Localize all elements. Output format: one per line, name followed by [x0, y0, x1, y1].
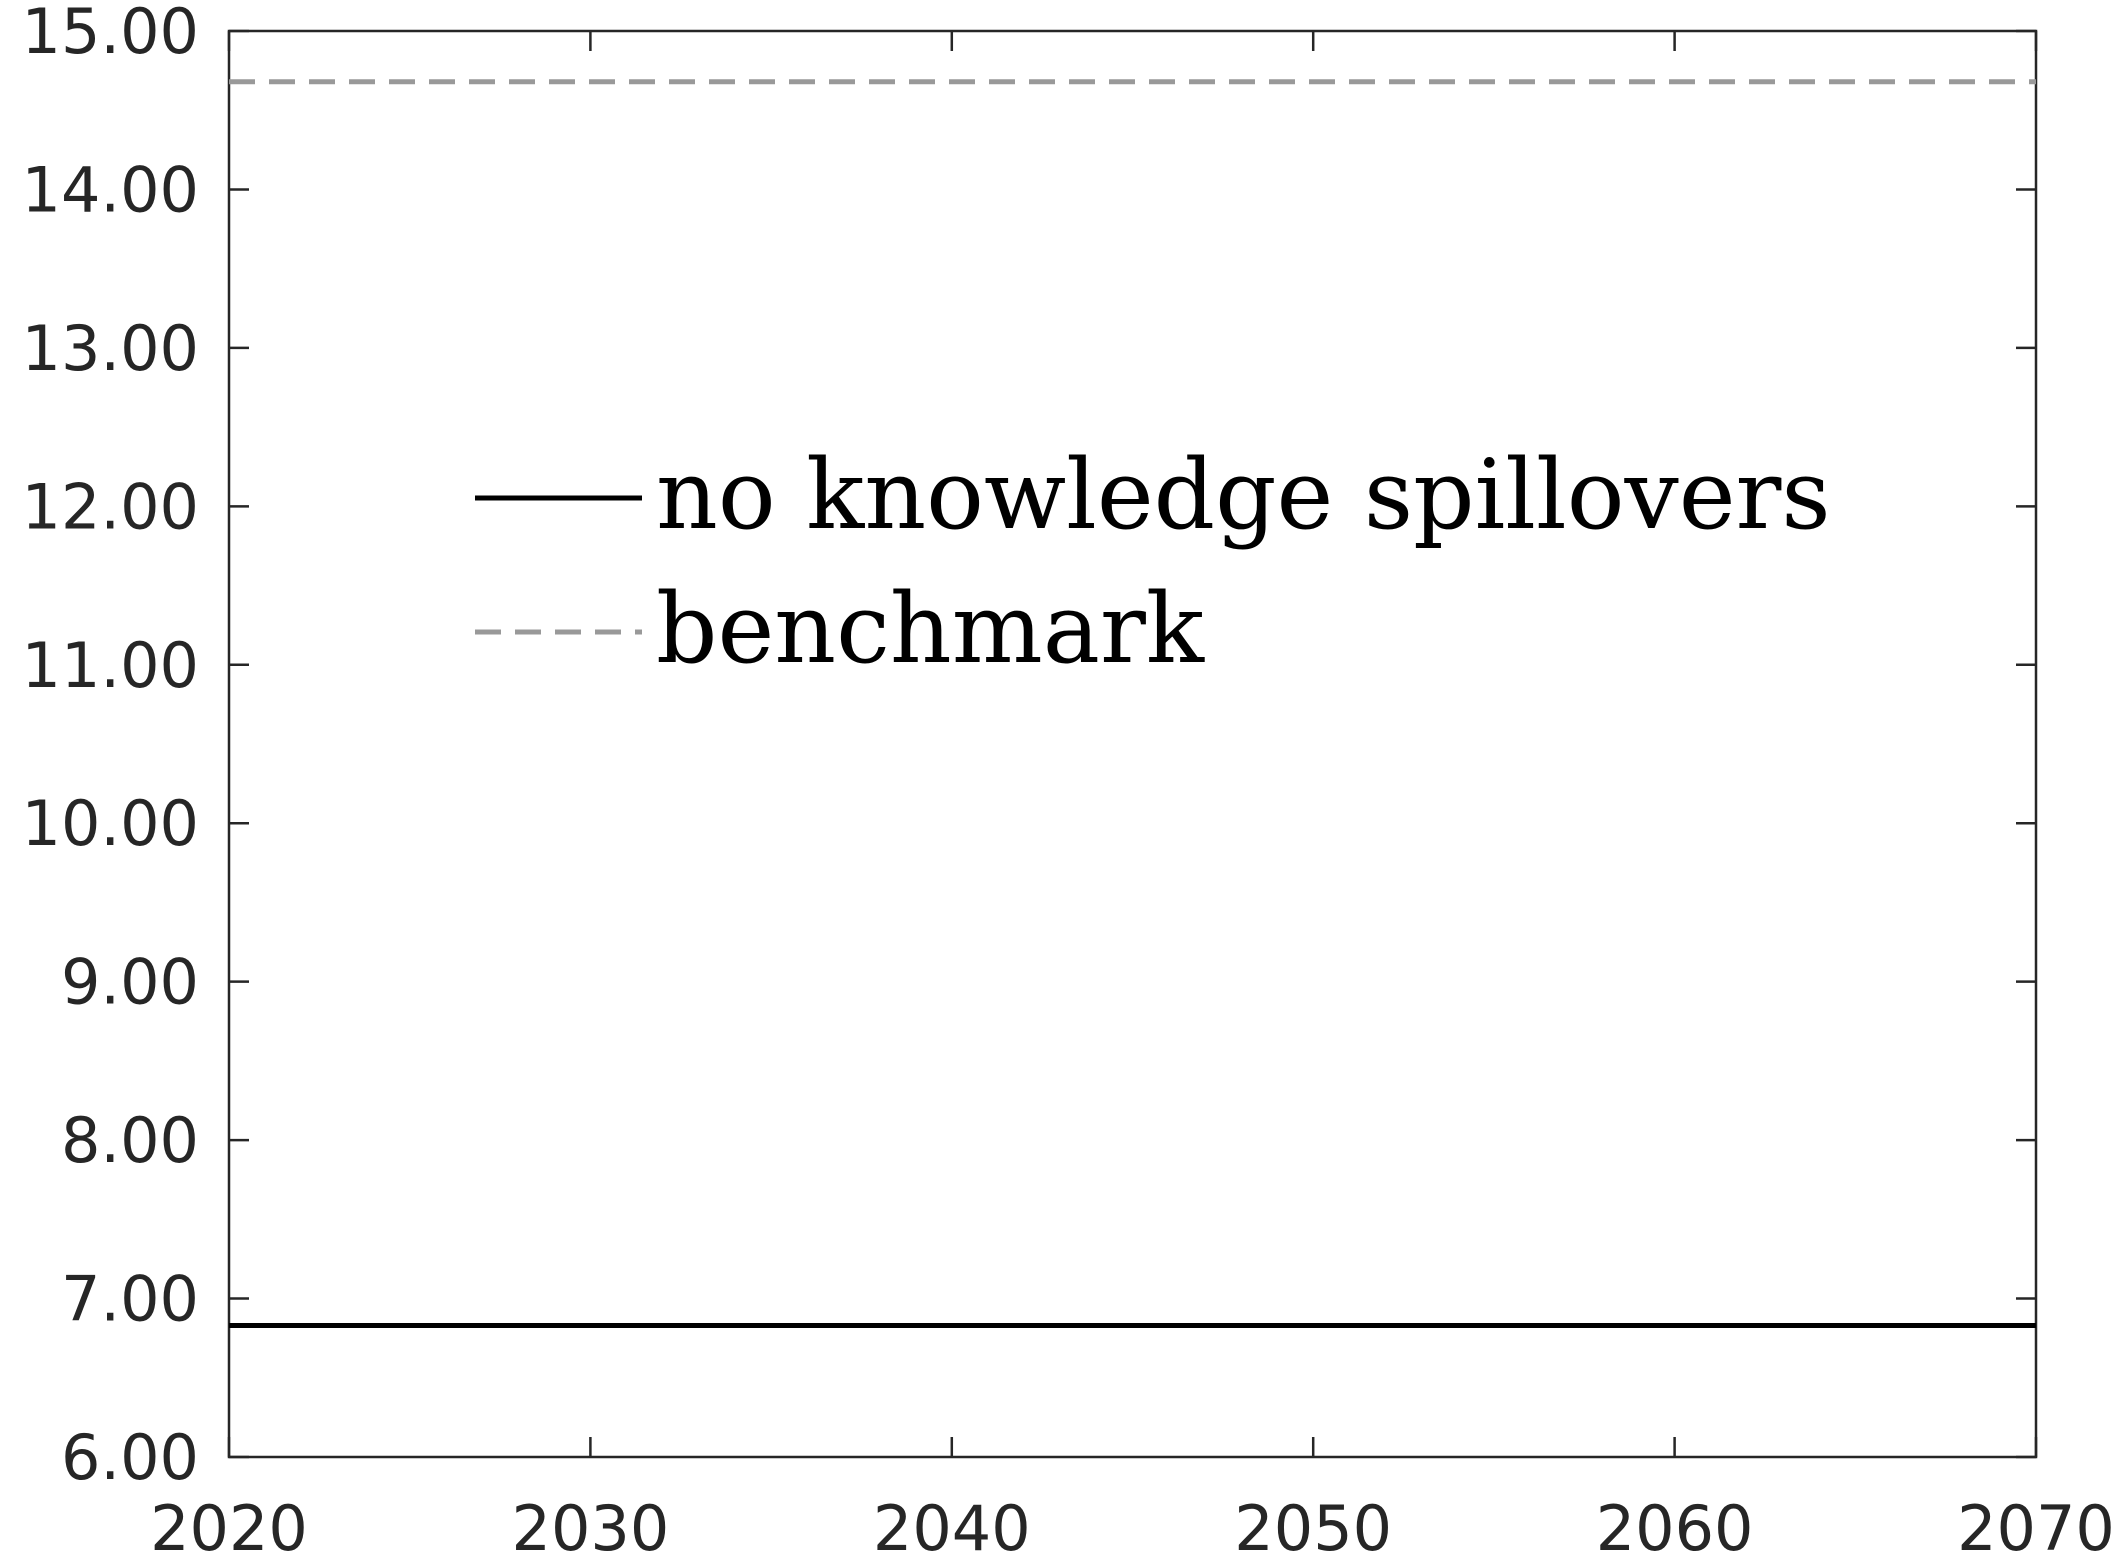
y-tick-label: 13.00: [22, 312, 200, 385]
y-tick-label: 10.00: [22, 787, 200, 860]
x-tick-label: 2040: [873, 1492, 1031, 1554]
y-tick-label: 7.00: [61, 1263, 199, 1336]
ticks-layer: 2020 2030 2040 2050 2060 2070 6.00 7.00 8.00 9.00…: [22, 0, 2115, 1554]
legend: no knowledge spillovers benchmark: [475, 439, 1831, 685]
x-tick-label: 2060: [1596, 1492, 1754, 1554]
y-tick-label: 14.00: [22, 153, 200, 226]
y-tick-label: 11.00: [22, 629, 200, 702]
legend-label: no knowledge spillovers: [656, 439, 1831, 551]
y-tick-label: 15.00: [22, 0, 200, 68]
plot-area: [227, 29, 2038, 1459]
y-tick-label: 6.00: [61, 1421, 199, 1494]
y-tick-label: 9.00: [61, 946, 199, 1019]
legend-label: benchmark: [656, 573, 1205, 685]
series-layer: [229, 79, 2036, 1328]
x-tick-label: 2050: [1234, 1492, 1392, 1554]
x-tick-label: 2070: [1957, 1492, 2115, 1554]
y-tick-label: 8.00: [61, 1104, 199, 1177]
y-tick-label: 12.00: [22, 470, 200, 543]
x-tick-label: 2030: [512, 1492, 670, 1554]
axes-frame: [227, 29, 2038, 1459]
x-tick-label: 2020: [150, 1492, 308, 1554]
